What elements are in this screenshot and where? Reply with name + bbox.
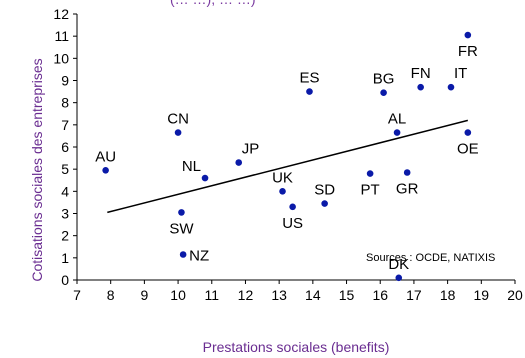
data-point-es [306,88,313,95]
y-tick-label: 4 [61,183,69,199]
point-label-sd: SD [314,182,335,199]
x-tick-label: 15 [339,287,355,303]
x-tick-label: 16 [372,287,388,303]
point-label-es: ES [299,70,319,87]
point-label-us: US [282,215,303,232]
data-point-us [289,203,296,211]
points-group: AU CN NL JP SW NZ ES UK US SD BG FN IT FR AL OE PT GR DK [95,31,479,282]
point-label-fn: FN [411,65,431,82]
point-label-bg: BG [373,71,395,88]
y-tick-label: 10 [53,50,69,66]
x-tick-label: 12 [238,287,254,303]
data-point-dk [395,274,403,282]
source-note: Sources : OCDE, NATIXIS [366,252,495,264]
point-label-jp: JP [242,141,260,158]
y-tick-label: 8 [61,95,69,111]
point-label-pt: PT [361,182,380,199]
point-label-al: AL [388,111,406,128]
point-label-gr: GR [396,180,419,197]
x-tick-label: 20 [507,287,523,303]
data-point-gr [403,169,411,176]
data-point-fr [464,31,472,39]
data-point-fn [417,83,424,91]
data-point-cn [174,129,182,136]
y-tick-label: 12 [53,6,69,22]
trendline-group [107,119,469,214]
y-axis-title: Cotisations sociales des entreprises [29,58,45,281]
data-point-it [447,83,455,91]
y-tick-label: 0 [61,272,69,288]
point-label-nl: NL [182,158,201,175]
x-tick-label: 13 [271,287,287,303]
x-axis-title: Prestations sociales (benefits) [203,339,390,355]
y-tick-label: 6 [61,139,69,155]
data-point-al [393,129,401,136]
x-tick-label: 14 [305,287,321,303]
x-tick-label: 7 [73,287,81,303]
data-point-au [102,166,109,174]
data-point-nl [201,174,209,182]
data-point-nz [179,251,187,258]
data-point-jp [235,159,243,166]
point-label-uk: UK [272,169,293,186]
x-tick-label: 17 [406,287,422,303]
point-label-cn: CN [167,111,189,128]
y-tick-label: 1 [61,250,69,266]
point-label-dk: DK [388,256,409,273]
point-label-sw: SW [169,220,194,237]
y-tick-label: 11 [54,28,69,44]
data-point-sd [321,200,328,207]
x-tick-label: 19 [474,287,490,303]
point-label-fr: FR [458,43,478,60]
data-point-pt [366,170,374,177]
x-tick-label: 9 [140,287,148,303]
point-label-au: AU [95,148,116,165]
y-tick-label: 5 [61,161,69,177]
trend-line [107,119,469,214]
data-point-sw [178,209,185,216]
x-tick-label: 18 [440,287,456,303]
data-point-oe [464,129,472,136]
data-point-uk [279,188,286,195]
point-label-it: IT [454,65,467,82]
y-tick-label: 3 [61,206,69,222]
x-tick-label: 11 [204,287,219,303]
y-tick-label: 9 [61,73,69,89]
x-tick-label: 10 [170,287,186,303]
chart-title-fragment: (… …), … …) [170,0,256,7]
point-label-nz: NZ [189,248,209,265]
y-tick-label: 7 [61,117,69,133]
y-tick-label: 2 [61,228,69,244]
data-point-bg [380,89,387,96]
point-label-oe: OE [457,141,479,158]
x-tick-label: 8 [107,287,115,303]
